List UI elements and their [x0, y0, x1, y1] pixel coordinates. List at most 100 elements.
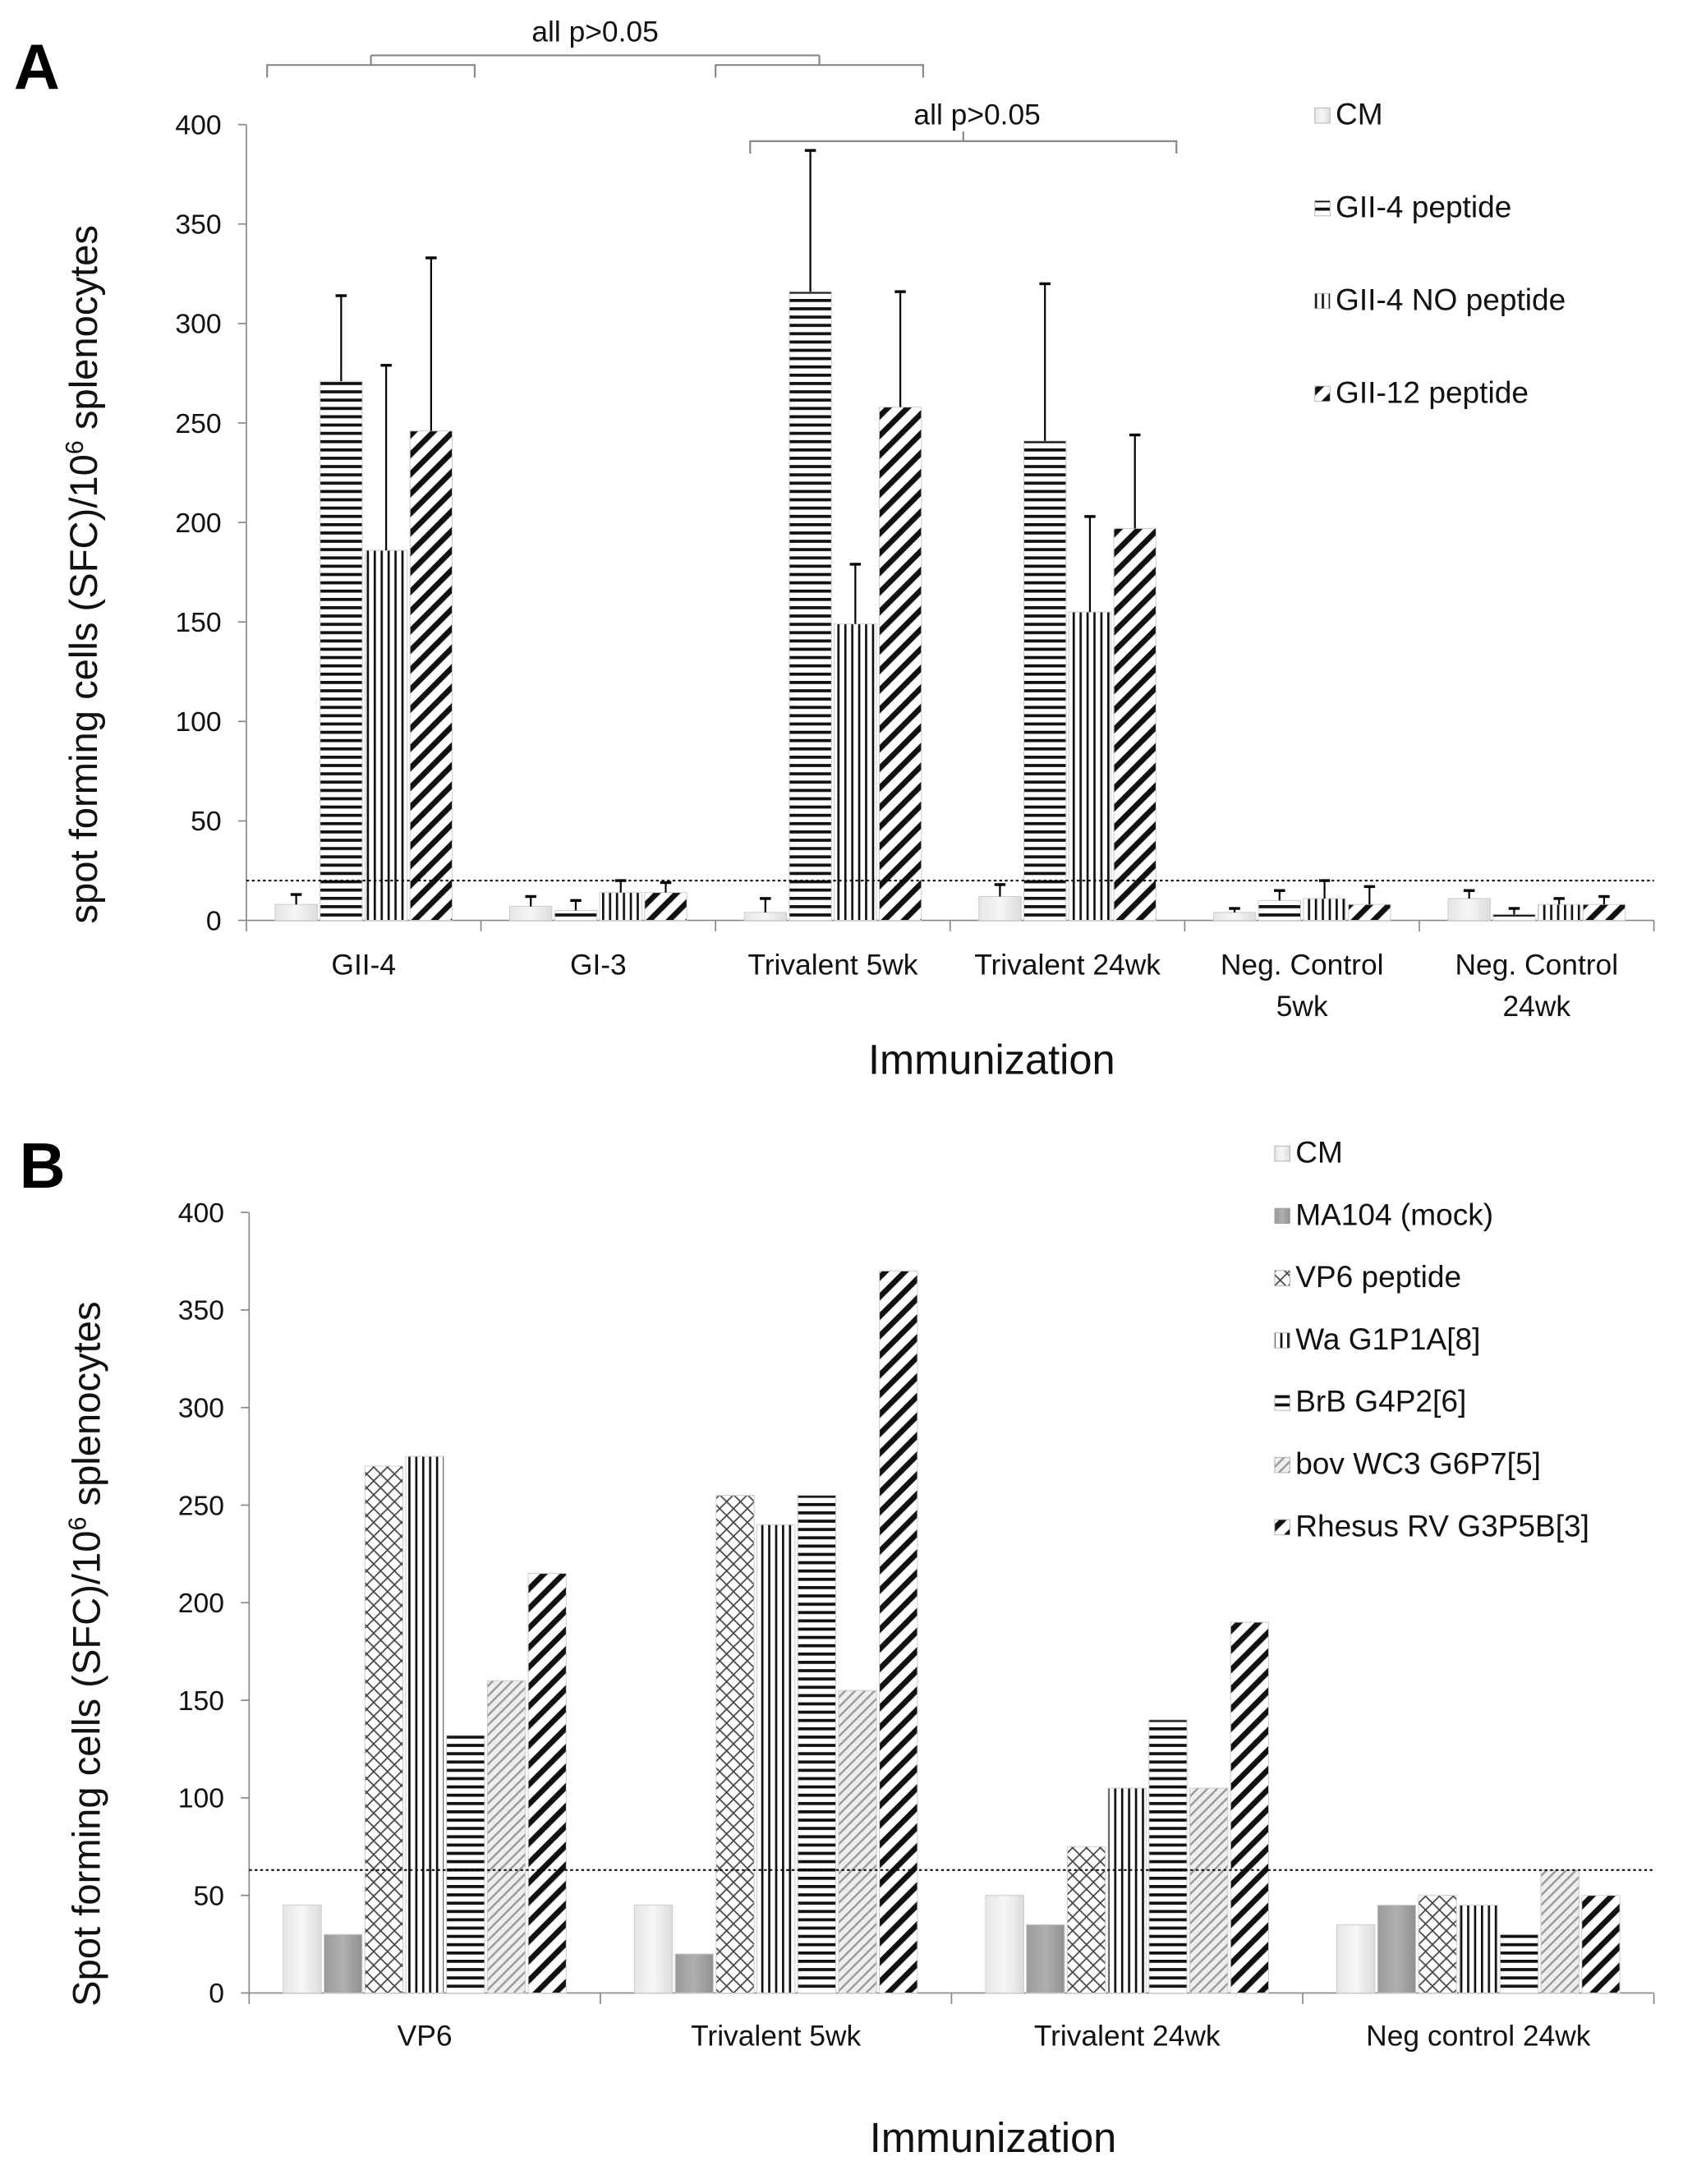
x-tick-label: Neg. Control: [1455, 949, 1619, 981]
y-axis-title: spot forming cells (SFC)/106 splenocytes: [62, 225, 105, 924]
bar-bov-wc3-g6p7-5-: [486, 1680, 527, 1993]
bar-cm: [978, 895, 1022, 922]
bar-ma104-mock-: [324, 1933, 363, 1993]
y-tick-label: 150: [175, 607, 221, 638]
panel-label-b: B: [20, 1131, 66, 1202]
y-tick-label: 400: [175, 109, 221, 140]
bar-rhesus-rv-g3p5b-3-: [527, 1573, 567, 1993]
significance-bracket: [266, 55, 476, 78]
bar-gii-4-no-peptide: [599, 892, 642, 922]
legend-swatch: [1274, 1270, 1290, 1286]
bar-wa-g1p1a-8-: [405, 1455, 444, 1993]
legend-label: BrB G4P2[6]: [1295, 1384, 1466, 1418]
x-axis-title: Immunization: [868, 1037, 1115, 1083]
y-tick-label: 150: [178, 1685, 224, 1717]
x-tick-label: Neg control 24wk: [1366, 2020, 1591, 2052]
x-tick-label: Trivalent 5wk: [691, 2020, 861, 2052]
y-tick-label: 250: [175, 408, 221, 439]
legend-swatch: [1274, 1456, 1290, 1474]
bar-cm: [1336, 1924, 1376, 1993]
legend-label: CM: [1295, 1134, 1343, 1169]
bar-gii-12-peptide: [1582, 903, 1626, 922]
y-tick-label: 250: [178, 1490, 224, 1521]
legend-swatch: [1314, 108, 1331, 124]
legend-swatch: [1274, 1332, 1290, 1349]
y-tick-label: 100: [175, 706, 221, 738]
y-tick-label: 200: [175, 508, 221, 539]
y-tick-label: 50: [191, 806, 221, 837]
y-tick-label: 400: [178, 1198, 224, 1229]
bar-brb-g4p2-6-: [797, 1495, 837, 1993]
legend-swatch: [1274, 1395, 1290, 1411]
bar-vp6-peptide: [364, 1465, 404, 1993]
x-tick-label: Neg. Control: [1221, 949, 1384, 981]
bar-brb-g4p2-6-: [1148, 1719, 1188, 1993]
bar-cm: [743, 912, 788, 922]
bar-cm: [985, 1895, 1024, 1993]
legend-label: GII-4 peptide: [1336, 190, 1511, 224]
legend-label: GII-12 peptide: [1336, 375, 1529, 409]
bar-rhesus-rv-g3p5b-3-: [1230, 1621, 1270, 1993]
bar-wa-g1p1a-8-: [1107, 1787, 1147, 1993]
bar-cm: [509, 906, 553, 922]
legend-label: GII-4 NO peptide: [1336, 282, 1566, 316]
x-tick-label: Trivalent 24wk: [974, 949, 1161, 981]
y-tick-label: 300: [175, 309, 221, 340]
legend-swatch: [1274, 1207, 1290, 1224]
bar-brb-g4p2-6-: [446, 1735, 485, 1993]
bar-gii-4-no-peptide: [1303, 898, 1346, 922]
x-tick-label: VP6: [398, 2020, 453, 2052]
significance-annotation: all p>0.05: [913, 99, 1040, 131]
bar-gii-4-no-peptide: [834, 623, 877, 922]
x-tick-label: 24wk: [1503, 991, 1571, 1023]
y-tick-label: 0: [206, 905, 222, 936]
panel-b-chart: 0 50 100 150 200 250 300 350 400 VP6 Trivalent 5wk…: [64, 1134, 1655, 2161]
y-tick-label: 300: [178, 1392, 224, 1423]
bar-gii-4-no-peptide: [1537, 903, 1581, 922]
bar-vp6-peptide: [1066, 1846, 1106, 1993]
bar-gii-4-peptide: [320, 380, 363, 922]
legend-label: bov WC3 G6P7[5]: [1295, 1446, 1541, 1481]
bar-gii-12-peptide: [409, 430, 453, 922]
y-axis-title: Spot forming cells (SFC)/106 splenocytes: [64, 1301, 108, 2006]
y-tick-label: 50: [193, 1880, 223, 1911]
x-axis-title: Immunization: [870, 2114, 1117, 2161]
bar-cm: [633, 1905, 674, 1993]
y-tick-label: 100: [178, 1783, 224, 1814]
x-tick-label: 5wk: [1276, 991, 1328, 1023]
legend-swatch: [1314, 200, 1331, 217]
bar-rhesus-rv-g3p5b-3-: [879, 1270, 918, 1993]
legend-label: Rhesus RV G3P5B[3]: [1295, 1508, 1589, 1543]
x-tick-label: GII-4: [331, 949, 396, 981]
bar-gii-4-peptide: [1023, 440, 1067, 922]
bar-bov-wc3-g6p7-5-: [1540, 1869, 1580, 1993]
significance-bracket: [749, 131, 1178, 154]
legend-label: CM: [1336, 97, 1383, 131]
bar-wa-g1p1a-8-: [756, 1524, 796, 1993]
legend-swatch: [1274, 1519, 1290, 1536]
bar-ma104-mock-: [1026, 1924, 1065, 1993]
bar-rhesus-rv-g3p5b-3-: [1581, 1895, 1621, 1993]
significance-bracket: [715, 55, 925, 78]
bar-ma104-mock-: [1377, 1905, 1417, 1993]
y-tick-label: 200: [178, 1588, 224, 1619]
bar-gii-12-peptide: [878, 407, 922, 922]
bar-ma104-mock-: [674, 1953, 714, 1993]
bar-bov-wc3-g6p7-5-: [838, 1690, 877, 1993]
y-tick-label: 350: [178, 1295, 224, 1326]
bar-gii-12-peptide: [1113, 527, 1156, 922]
legend-swatch: [1314, 292, 1331, 310]
bar-gii-4-peptide: [789, 291, 832, 922]
bar-bov-wc3-g6p7-5-: [1189, 1787, 1229, 1993]
bar-gii-4-peptide: [554, 909, 598, 922]
bar-cm: [283, 1905, 322, 1993]
significance-annotation: all p>0.05: [531, 16, 658, 48]
x-tick-label: Trivalent 5wk: [747, 949, 917, 981]
panel-a-chart: 0 50 100 150 200 250 300 350 400 GII-4 GI-3 Trivale…: [62, 16, 1655, 1083]
y-tick-label: 0: [209, 1978, 224, 2009]
bar-cm: [274, 903, 318, 922]
bar-gii-12-peptide: [1348, 903, 1391, 922]
bar-gii-4-peptide: [1492, 913, 1536, 922]
bar-brb-g4p2-6-: [1499, 1933, 1539, 1993]
